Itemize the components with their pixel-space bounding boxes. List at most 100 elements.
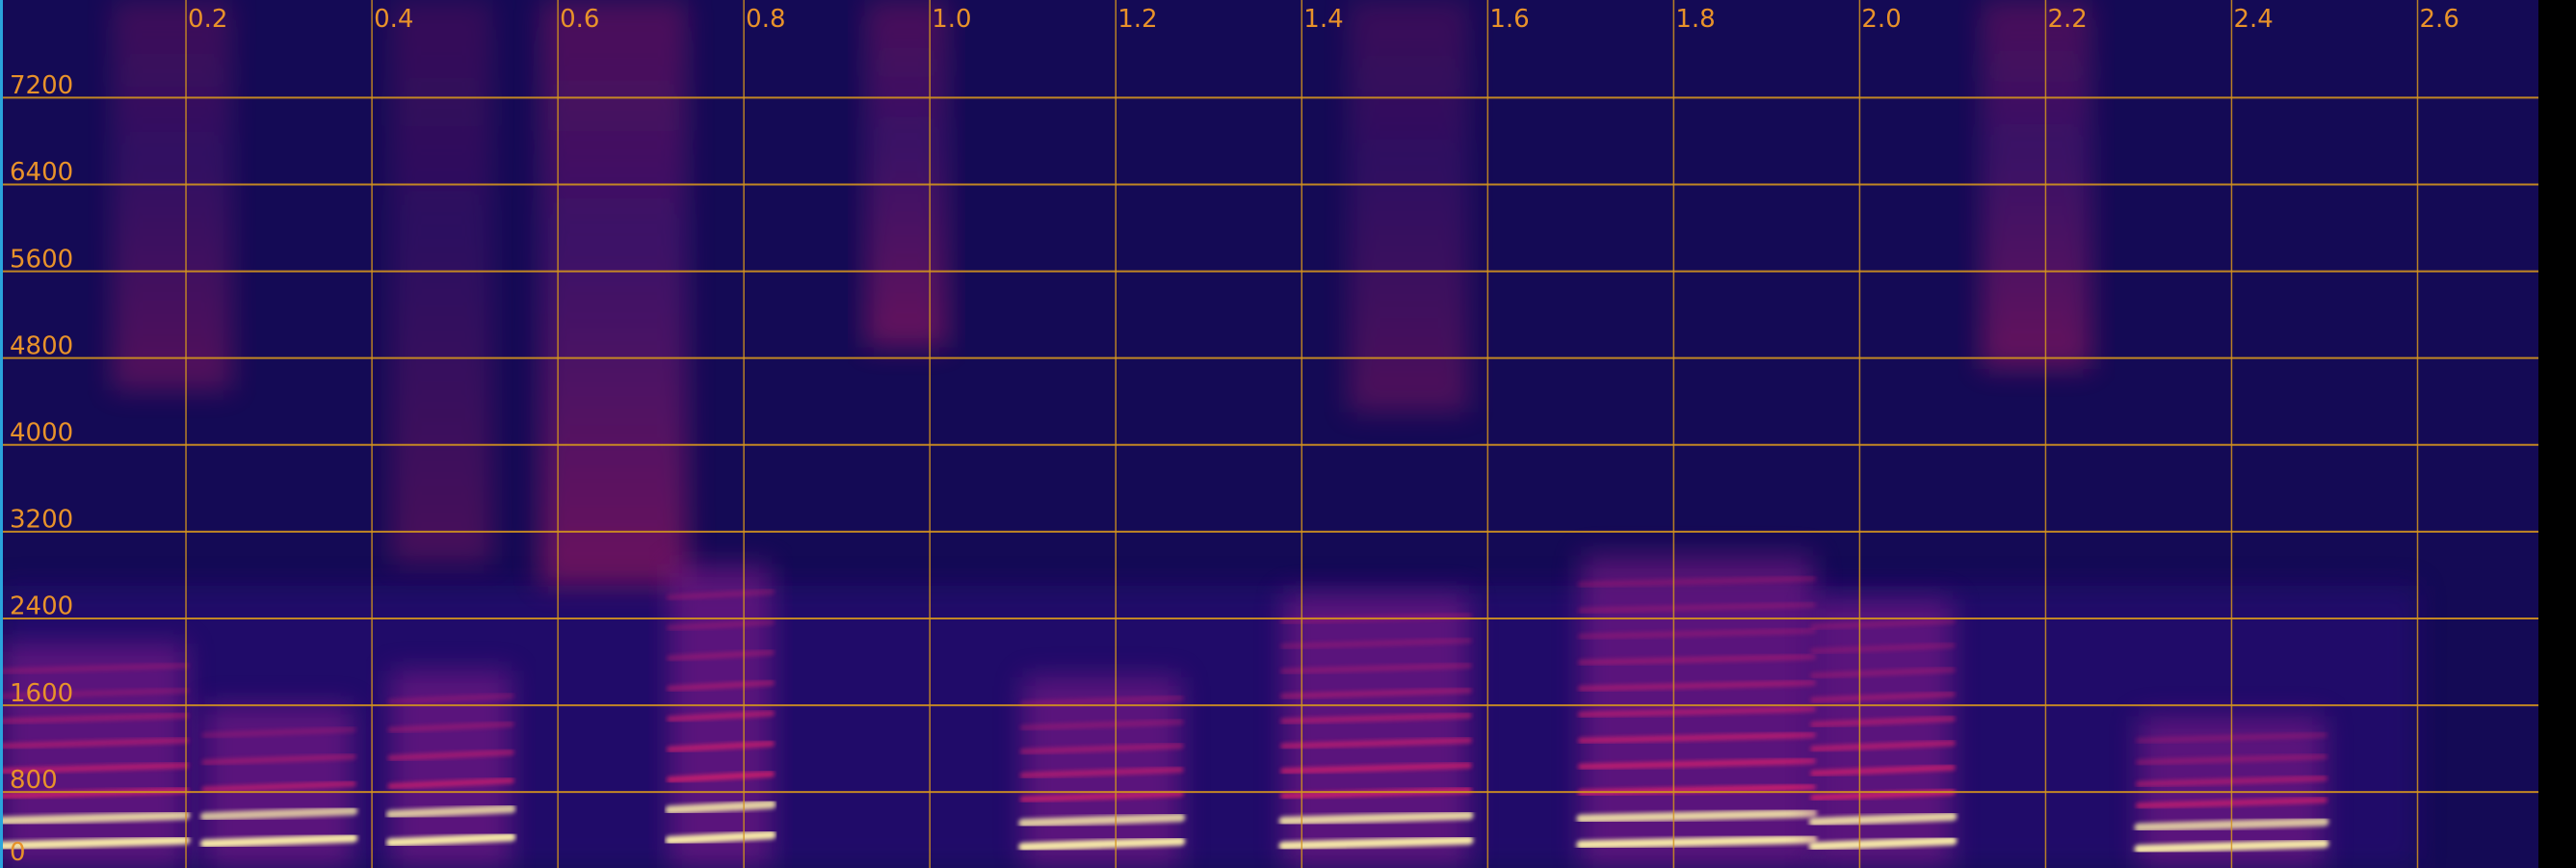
harmonic-band: [0, 712, 190, 724]
x-tick-label: 1.8: [1675, 5, 1715, 34]
harmonic-band: [1279, 712, 1473, 724]
harmonic-band: [1279, 687, 1473, 699]
y-tick-label: 800: [10, 766, 58, 795]
harmonic-band: [385, 832, 516, 848]
harmonic-band: [0, 662, 190, 674]
harmonic-band: [201, 753, 356, 766]
x-tick-label: 1.6: [1489, 5, 1529, 34]
y-tick-label: 2400: [10, 592, 73, 621]
harmonic-band: [201, 726, 356, 739]
harmonic-band: [1808, 811, 1958, 827]
harmonic-band: [387, 693, 514, 705]
harmonic-band: [665, 829, 776, 845]
y-tick-label: 4000: [10, 419, 73, 448]
harmonic-band: [666, 740, 775, 752]
noise-band: [111, 0, 233, 391]
harmonic-band: [1577, 575, 1817, 588]
noise-band: [1348, 0, 1470, 412]
y-tick-label: 0: [10, 838, 26, 867]
harmonic-band: [0, 810, 191, 826]
harmonic-band: [385, 803, 516, 819]
harmonic-band: [666, 771, 775, 783]
voiced-segment-glow: [0, 643, 187, 868]
harmonic-band: [1019, 743, 1184, 755]
harmonic-band: [387, 721, 514, 733]
x-tick-label: 0.6: [560, 5, 599, 34]
harmonic-band: [0, 737, 190, 750]
x-tick-label: 2.0: [1861, 5, 1901, 34]
harmonic-band: [1018, 812, 1186, 828]
harmonic-band: [201, 780, 356, 793]
low-frequency-haze: [0, 586, 2418, 868]
noise-band: [539, 0, 689, 587]
harmonic-band: [1577, 705, 1817, 718]
voiced-segment-glow: [1282, 593, 1470, 868]
y-tick-label: 5600: [10, 245, 73, 274]
y-tick-label: 7200: [10, 71, 73, 100]
y-tick-label: 3200: [10, 506, 73, 535]
harmonic-band: [1577, 679, 1817, 692]
y-tick-label: 6400: [10, 158, 73, 187]
tick-layer: 0.2 0.4 0.6 0.8 1.0 1.2 1.4 1.6 1.8 2.0 2.2 2.4 2.6 0…: [10, 5, 2459, 867]
energy-layer: [0, 0, 2418, 868]
harmonic-band: [1810, 691, 1956, 703]
harmonic-band: [1279, 762, 1473, 775]
harmonic-band: [1810, 740, 1956, 752]
harmonic-band: [666, 710, 775, 723]
x-tick-label: 1.2: [1117, 5, 1157, 34]
harmonic-band: [665, 800, 776, 815]
harmonic-band: [666, 649, 775, 662]
x-tick-label: 1.4: [1303, 5, 1343, 34]
voiced-segment-glow: [1813, 599, 1953, 868]
harmonic-band: [1577, 601, 1817, 614]
harmonic-band: [0, 762, 190, 775]
harmonic-band: [1808, 836, 1958, 852]
harmonic-band: [1577, 757, 1817, 770]
y-tick-label: 4800: [10, 331, 73, 360]
noise-band: [390, 0, 493, 565]
x-tick-label: 0.2: [188, 5, 227, 34]
harmonic-band: [1279, 662, 1473, 674]
harmonic-band: [1019, 766, 1184, 778]
harmonic-band: [1810, 764, 1956, 776]
harmonic-band: [0, 687, 190, 699]
harmonic-band: [387, 749, 514, 761]
harmonic-band: [1019, 790, 1184, 802]
harmonic-band: [666, 618, 775, 631]
harmonic-band: [1019, 695, 1184, 707]
harmonic-band: [1018, 836, 1186, 852]
x-tick-label: 2.2: [2047, 5, 2087, 34]
y-tick-label: 1600: [10, 679, 73, 708]
harmonic-band: [1810, 642, 1956, 654]
right-margin-bar: [2538, 0, 2576, 868]
harmonic-band: [1577, 627, 1817, 640]
x-tick-label: 0.8: [746, 5, 785, 34]
harmonic-band: [1576, 834, 1818, 850]
noise-band: [864, 0, 949, 348]
harmonic-band: [1810, 618, 1956, 630]
harmonic-band: [1810, 715, 1956, 727]
harmonic-band: [666, 589, 775, 601]
x-tick-label: 2.4: [2233, 5, 2273, 34]
harmonic-band: [0, 835, 191, 851]
harmonic-band: [199, 806, 358, 822]
harmonic-band: [1577, 731, 1817, 744]
x-tick-label: 0.4: [374, 5, 413, 34]
harmonic-band: [1278, 810, 1474, 826]
harmonic-band: [1279, 637, 1473, 649]
x-tick-label: 2.6: [2420, 5, 2459, 34]
harmonic-band: [1279, 737, 1473, 750]
left-edge-bar: [0, 0, 3, 868]
harmonic-band: [1576, 808, 1818, 824]
x-tick-label: 1.0: [932, 5, 971, 34]
harmonic-band: [1278, 835, 1474, 851]
harmonic-band: [1810, 667, 1956, 679]
harmonic-band: [199, 833, 358, 849]
harmonic-band: [387, 777, 514, 790]
harmonic-band: [1019, 719, 1184, 731]
harmonic-band: [666, 679, 775, 692]
harmonic-band: [1577, 653, 1817, 666]
